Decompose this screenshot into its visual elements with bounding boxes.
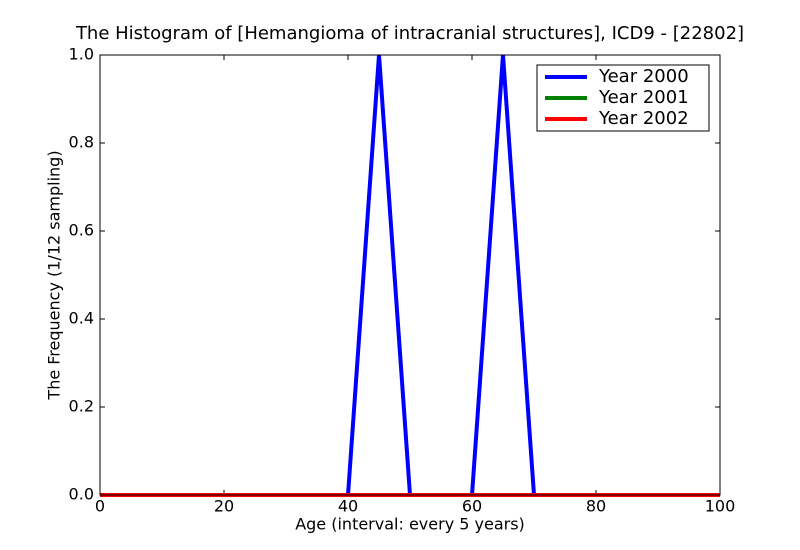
x-tick-label: 80 [586, 497, 606, 516]
legend-label: Year 2001 [598, 87, 689, 108]
x-tick-label: 20 [214, 497, 234, 516]
y-tick-label: 1.0 [69, 45, 94, 64]
y-axis-label: The Frequency (1/12 sampling) [45, 150, 64, 400]
y-tick-label: 0.4 [69, 309, 94, 328]
x-axis-label: Age (interval: every 5 years) [295, 515, 525, 534]
x-tick-label: 60 [462, 497, 482, 516]
y-tick-label: 0.8 [69, 133, 94, 152]
chart-title: The Histogram of [Hemangioma of intracra… [75, 23, 744, 44]
x-tick-label: 0 [95, 497, 105, 516]
legend-label: Year 2002 [598, 108, 689, 129]
x-tick-label: 100 [705, 497, 736, 516]
y-tick-label: 0.0 [69, 485, 94, 504]
y-tick-label: 0.2 [69, 397, 94, 416]
legend-label: Year 2000 [598, 66, 689, 87]
x-tick-label: 40 [338, 497, 358, 516]
plot-frame [99, 54, 721, 496]
y-tick-label: 0.6 [69, 221, 94, 240]
